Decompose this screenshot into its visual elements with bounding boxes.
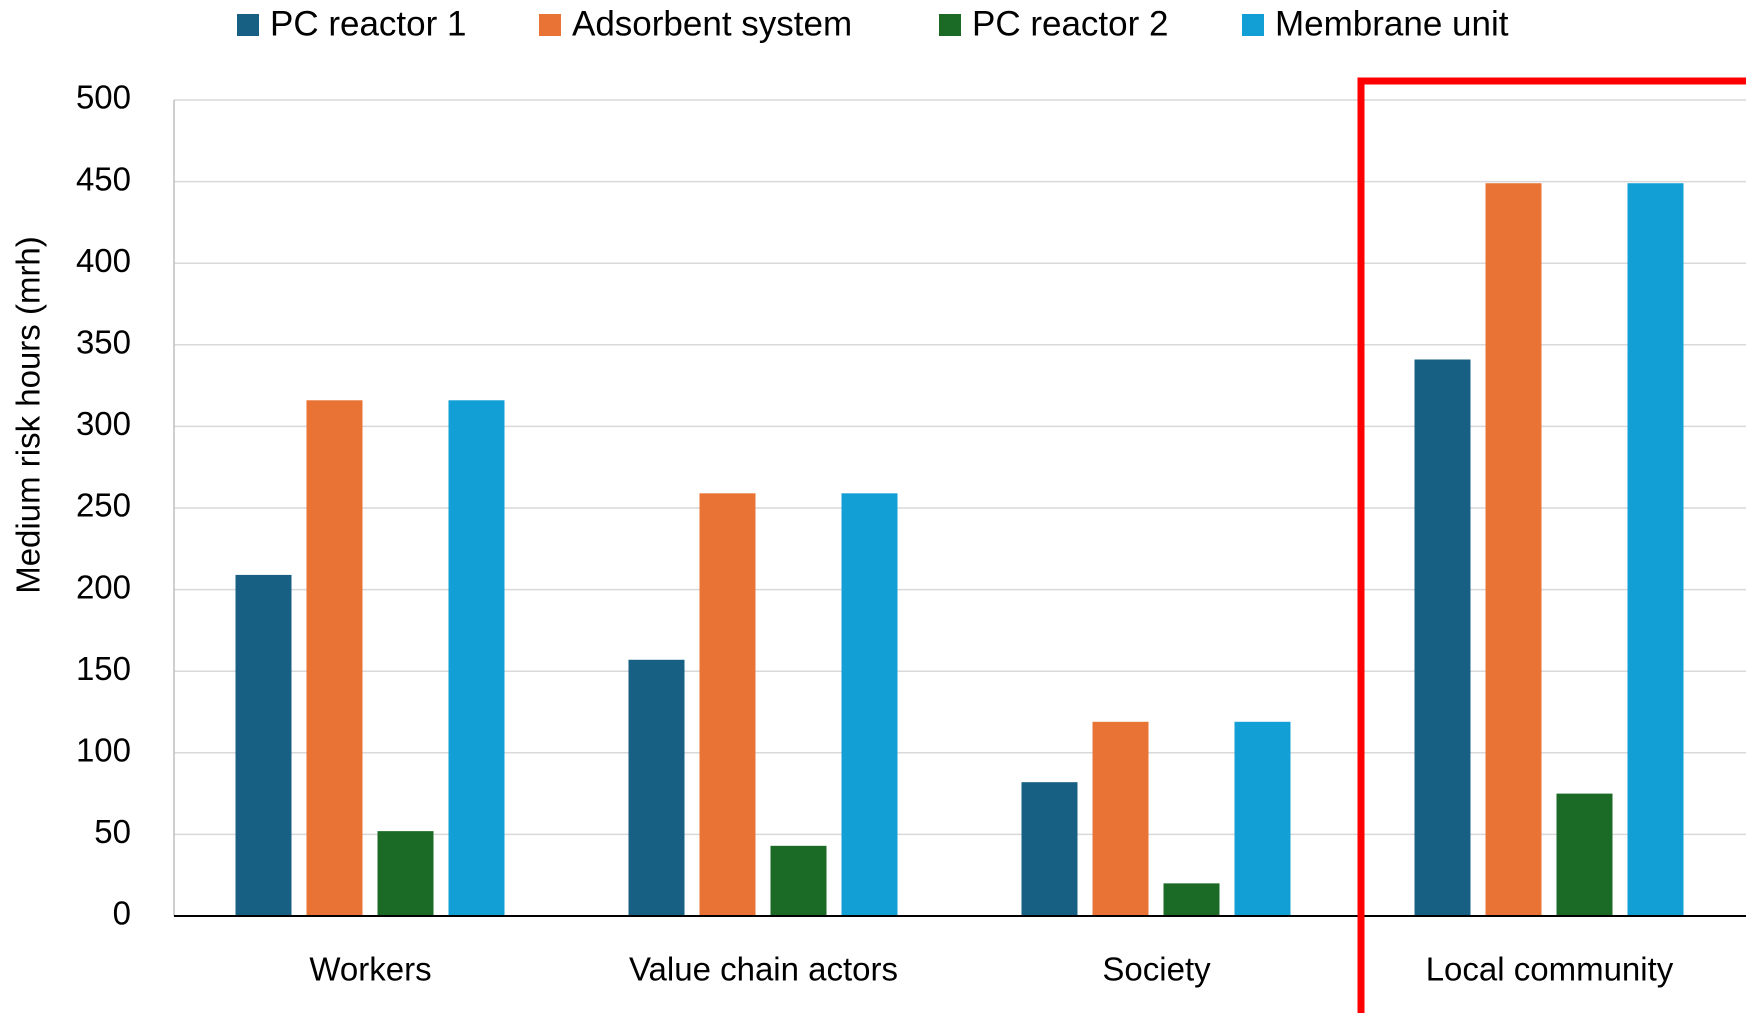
y-tick-label: 200 [76, 568, 131, 605]
bar [628, 659, 685, 916]
legend-label: PC reactor 1 [270, 4, 466, 43]
legend-label: PC reactor 2 [972, 4, 1168, 43]
x-tick-label: Value chain actors [629, 951, 898, 988]
bar [1021, 782, 1078, 916]
y-tick-label: 0 [113, 895, 131, 932]
x-tick-label: Workers [309, 951, 431, 988]
bar [770, 845, 827, 916]
y-tick-label: 50 [94, 813, 131, 850]
bar [1092, 721, 1149, 916]
highlight-box [1357, 77, 1746, 1013]
y-tick-label: 250 [76, 487, 131, 524]
x-tick-label: Society [1102, 951, 1211, 988]
bar [1163, 883, 1220, 916]
bar [1414, 359, 1471, 916]
bar [1627, 183, 1684, 916]
y-tick-label: 350 [76, 324, 131, 361]
y-tick-label: 100 [76, 732, 131, 769]
legend-label: Adsorbent system [572, 4, 852, 43]
bar [235, 574, 292, 916]
legend-label: Membrane unit [1275, 4, 1509, 43]
bar [448, 400, 505, 917]
y-tick-label: 450 [76, 160, 131, 197]
legend-swatch [939, 14, 961, 36]
y-tick-label: 300 [76, 405, 131, 442]
bar [377, 831, 434, 916]
bar [699, 493, 756, 916]
bar [1485, 183, 1542, 916]
legend-swatch [237, 14, 259, 36]
y-tick-label: 400 [76, 242, 131, 279]
bar [306, 400, 363, 917]
legend-swatch [539, 14, 561, 36]
legend-swatch [1242, 14, 1264, 36]
bar [1234, 721, 1291, 916]
y-tick-label: 500 [76, 79, 131, 116]
y-tick-label: 150 [76, 650, 131, 687]
bar [841, 493, 898, 916]
y-axis-label: Medium risk hours (mrh) [10, 236, 47, 594]
bar [1556, 793, 1613, 916]
x-tick-label: Local community [1426, 951, 1674, 988]
